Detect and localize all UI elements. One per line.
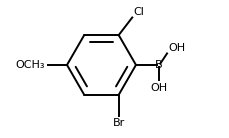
Text: OCH₃: OCH₃: [16, 60, 45, 70]
Text: Br: Br: [112, 118, 124, 128]
Text: OH: OH: [168, 43, 185, 53]
Text: OH: OH: [150, 83, 167, 92]
Text: Cl: Cl: [133, 7, 144, 17]
Text: B: B: [154, 60, 162, 70]
